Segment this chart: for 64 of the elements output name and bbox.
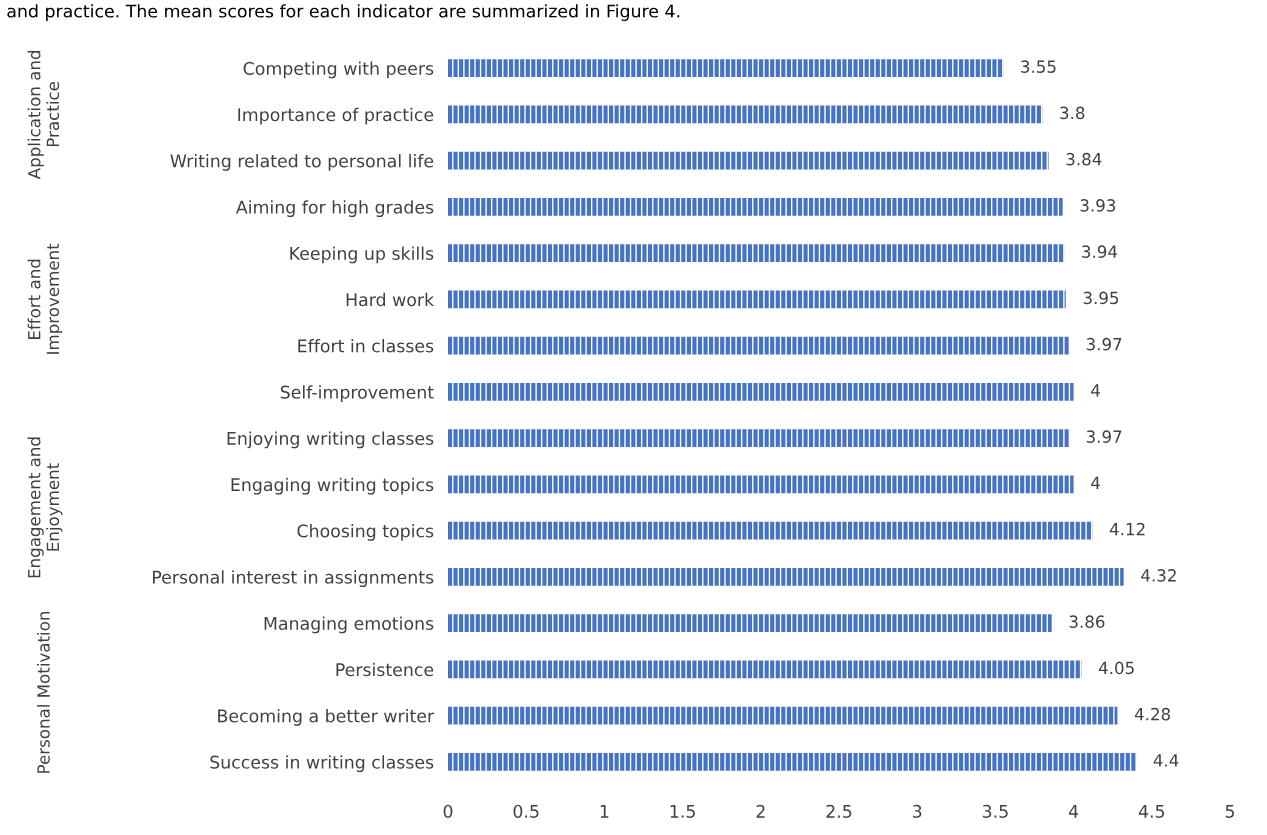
data-label: 4 bbox=[1091, 384, 1100, 397]
y-tick-label: Hard work bbox=[346, 292, 435, 307]
data-label: 4.32 bbox=[1141, 569, 1176, 582]
x-tick-label: 4.5 bbox=[1138, 804, 1165, 818]
data-label: 3.97 bbox=[1086, 430, 1122, 443]
data-label: 3.97 bbox=[1086, 337, 1122, 351]
bar bbox=[448, 753, 1137, 771]
data-label: 3.84 bbox=[1066, 152, 1102, 166]
data-label: 3.94 bbox=[1082, 245, 1118, 258]
bar bbox=[448, 198, 1063, 216]
bar bbox=[448, 660, 1082, 679]
y-tick-label: Self-improvement bbox=[280, 385, 434, 403]
data-label: 4.05 bbox=[1098, 661, 1134, 675]
y-tick-label: Competing with peers bbox=[243, 61, 434, 79]
x-tick-label: 4 bbox=[1068, 804, 1079, 818]
x-tick-label: 3.5 bbox=[982, 804, 1008, 818]
bar bbox=[448, 706, 1118, 725]
data-label: 4.4 bbox=[1153, 754, 1179, 767]
x-tick-label: 1 bbox=[600, 804, 609, 818]
y-tick-label: Persistence bbox=[336, 662, 434, 677]
x-tick-label: 0 bbox=[443, 804, 453, 818]
y-tick-label: Writing related to personal life bbox=[170, 154, 434, 171]
bar bbox=[448, 151, 1049, 170]
x-tick-label: 2 bbox=[756, 804, 765, 818]
y-tick-label: Aiming for high grades bbox=[235, 200, 434, 218]
y-tick-label: Managing emotions bbox=[264, 616, 434, 634]
x-tick-label: 1.5 bbox=[670, 804, 695, 818]
y-tick-label: Choosing topics bbox=[297, 524, 434, 541]
data-label: 4.12 bbox=[1109, 522, 1145, 536]
x-tick-label: 5 bbox=[1225, 804, 1235, 818]
text: Application and Practice bbox=[27, 51, 60, 180]
bar bbox=[448, 336, 1069, 355]
bar bbox=[448, 475, 1074, 494]
text: Personal Motivation bbox=[36, 611, 50, 773]
data-label: 3.86 bbox=[1069, 615, 1105, 628]
y-tick-label: Becoming a better writer bbox=[218, 709, 435, 726]
bar bbox=[448, 614, 1052, 632]
text: and practice. The mean scores for each indicator are summarized in Figure 4. bbox=[7, 4, 680, 21]
data-label: 3.95 bbox=[1083, 291, 1119, 305]
data-label: 3.93 bbox=[1080, 199, 1116, 212]
y-tick-label: Personal interest in assignments bbox=[153, 570, 434, 588]
data-label: 4 bbox=[1091, 476, 1100, 489]
bar bbox=[448, 521, 1093, 540]
text: Effort and Improvement bbox=[27, 243, 63, 354]
bar bbox=[448, 105, 1043, 124]
data-label: 4.28 bbox=[1134, 707, 1171, 721]
bar bbox=[448, 290, 1066, 309]
text: Engagement and Enjoyment bbox=[27, 437, 63, 578]
x-tick-label: 3 bbox=[913, 804, 922, 818]
bar bbox=[448, 244, 1065, 262]
data-label: 3.8 bbox=[1060, 106, 1085, 120]
bar bbox=[448, 59, 1004, 77]
y-tick-label: Importance of practice bbox=[238, 107, 434, 125]
y-tick-label: Enjoying writing classes bbox=[227, 431, 434, 449]
y-tick-label: Keeping up skills bbox=[290, 246, 434, 264]
data-label: 3.55 bbox=[1021, 60, 1056, 73]
x-tick-label: 0.5 bbox=[513, 804, 539, 818]
bar bbox=[448, 568, 1124, 586]
y-tick-label: Effort in classes bbox=[298, 339, 434, 353]
y-tick-label: Engaging writing topics bbox=[231, 477, 434, 495]
bar bbox=[448, 383, 1074, 401]
y-tick-label: Success in writing classes bbox=[210, 755, 434, 773]
x-tick-label: 2.5 bbox=[826, 804, 852, 818]
bar bbox=[448, 429, 1069, 447]
